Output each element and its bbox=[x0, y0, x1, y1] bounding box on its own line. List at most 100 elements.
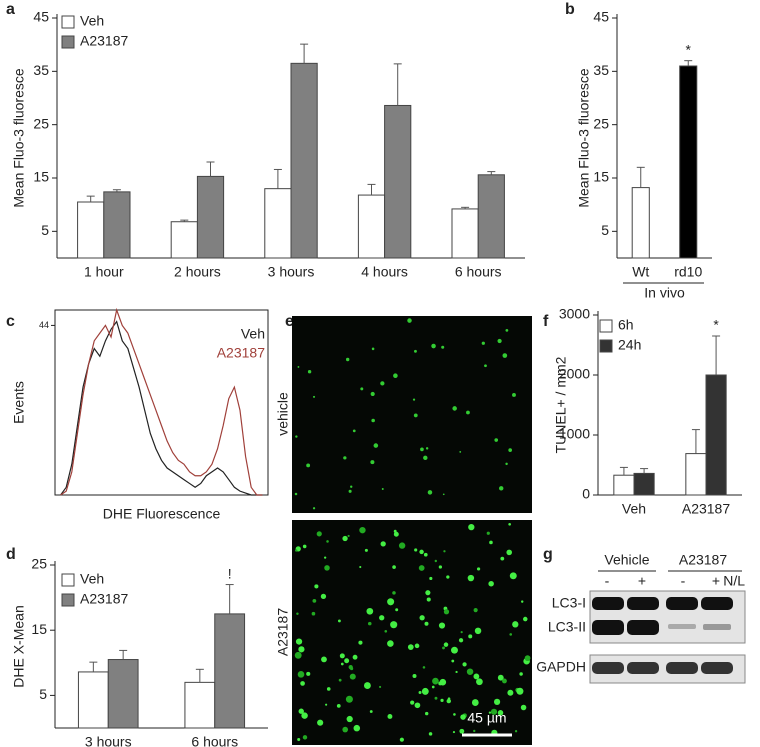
cell bbox=[399, 737, 404, 742]
cell bbox=[431, 343, 436, 349]
error-bar bbox=[487, 171, 496, 175]
cell bbox=[349, 673, 356, 680]
bar bbox=[170, 221, 198, 259]
cell bbox=[422, 666, 426, 669]
x-tick-label: 6 hours bbox=[191, 734, 238, 747]
cell bbox=[420, 447, 424, 452]
cell bbox=[509, 572, 517, 580]
cell bbox=[407, 318, 412, 323]
x-axis-label: DHE Fluorescence bbox=[103, 506, 221, 522]
cell bbox=[306, 463, 311, 468]
cell bbox=[311, 611, 316, 616]
cell bbox=[453, 713, 456, 716]
cell bbox=[452, 406, 457, 411]
cell bbox=[366, 607, 374, 615]
x-tick-label: A23187 bbox=[682, 501, 730, 517]
cell bbox=[296, 612, 299, 615]
y-tick-label: 45 bbox=[33, 9, 49, 25]
cell bbox=[407, 644, 414, 651]
y-tick-label: 35 bbox=[33, 62, 49, 78]
error-bar bbox=[393, 63, 402, 106]
lane-label: + bbox=[712, 573, 720, 589]
cell bbox=[414, 702, 421, 709]
cell bbox=[347, 534, 350, 538]
row-label: LC3-II bbox=[548, 619, 586, 635]
cell bbox=[369, 710, 373, 713]
error-bar bbox=[225, 584, 234, 614]
cell bbox=[451, 646, 458, 654]
error-bar bbox=[691, 429, 700, 454]
panel-label: f bbox=[543, 313, 549, 330]
cell bbox=[452, 731, 456, 734]
cell bbox=[521, 600, 524, 603]
cell bbox=[502, 678, 507, 684]
y-axis-label: Mean Fluo-3 fluoresce bbox=[576, 68, 592, 208]
cell bbox=[370, 391, 375, 397]
legend-label: Veh bbox=[80, 571, 104, 587]
cell bbox=[373, 443, 379, 448]
cell bbox=[427, 490, 433, 495]
cell bbox=[459, 451, 462, 453]
y-tick-label: 5 bbox=[39, 686, 47, 702]
annotation: * bbox=[713, 317, 719, 333]
cell bbox=[418, 691, 422, 694]
cell bbox=[468, 634, 473, 639]
cell bbox=[300, 681, 305, 686]
cell bbox=[493, 698, 501, 706]
bar bbox=[679, 65, 698, 259]
cell bbox=[413, 349, 417, 353]
cell bbox=[370, 460, 375, 465]
cell bbox=[345, 357, 350, 362]
annotation: * bbox=[686, 41, 692, 57]
cell bbox=[467, 574, 475, 582]
cell bbox=[499, 486, 504, 491]
cell bbox=[440, 698, 444, 703]
group-label: In vivo bbox=[644, 285, 685, 301]
bar bbox=[103, 191, 131, 259]
cell bbox=[345, 695, 353, 703]
cell bbox=[507, 689, 514, 696]
y-tick-label: 25 bbox=[31, 556, 47, 572]
cell bbox=[488, 580, 494, 587]
cell bbox=[474, 627, 482, 635]
panel-label: c bbox=[6, 313, 15, 330]
cell bbox=[297, 366, 300, 368]
lane-label: + bbox=[638, 573, 646, 589]
cell bbox=[473, 673, 480, 680]
cell bbox=[443, 642, 449, 647]
cell bbox=[387, 714, 393, 719]
cell bbox=[316, 531, 322, 537]
cell bbox=[471, 699, 479, 706]
error-bar bbox=[195, 668, 204, 683]
cell bbox=[459, 728, 465, 734]
cell bbox=[306, 671, 311, 676]
error-bar bbox=[619, 466, 628, 476]
cell bbox=[484, 364, 487, 368]
legend-swatch bbox=[599, 339, 613, 353]
cell bbox=[379, 685, 382, 689]
bar bbox=[633, 472, 655, 496]
cell bbox=[298, 646, 305, 653]
bar bbox=[384, 104, 412, 259]
legend-label: 6h bbox=[618, 317, 634, 333]
cell bbox=[380, 541, 386, 547]
cell bbox=[446, 698, 451, 704]
cell bbox=[455, 670, 458, 674]
error-bar bbox=[273, 168, 282, 189]
cell bbox=[412, 673, 417, 678]
cell bbox=[423, 455, 428, 461]
micrograph bbox=[292, 520, 532, 745]
blot-group: A23187 bbox=[679, 552, 727, 568]
y-tick-label: 44 bbox=[39, 320, 49, 330]
cell bbox=[460, 714, 466, 720]
panel-label: b bbox=[565, 1, 575, 18]
x-tick-label: 2 hours bbox=[174, 264, 221, 280]
cell bbox=[324, 565, 330, 571]
cell bbox=[339, 653, 345, 659]
series-line bbox=[60, 307, 263, 496]
cell bbox=[514, 730, 518, 733]
cell bbox=[336, 703, 341, 708]
cell bbox=[428, 732, 433, 736]
cell bbox=[324, 556, 327, 559]
cell bbox=[387, 598, 395, 606]
